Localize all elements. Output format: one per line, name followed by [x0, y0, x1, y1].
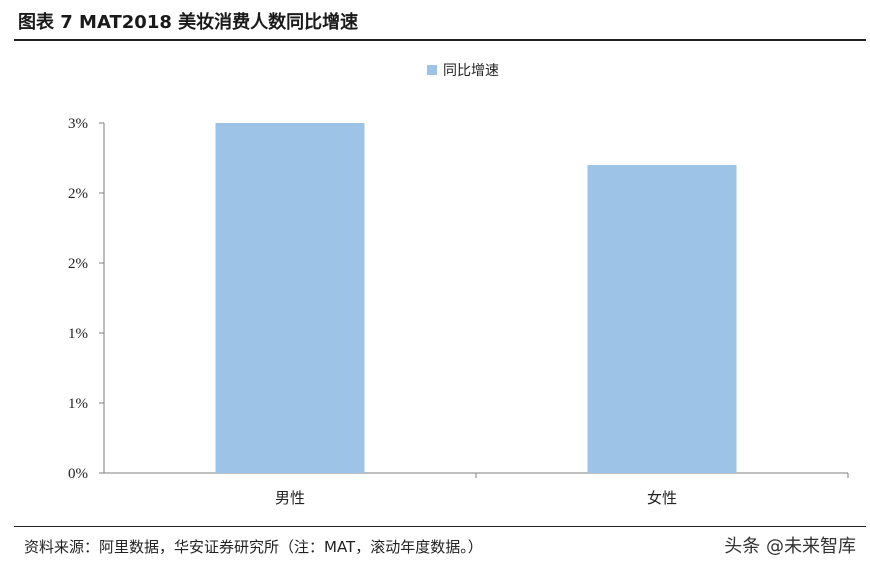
- x-tick-label: 女性: [647, 489, 677, 507]
- y-tick-label: 3%: [68, 116, 88, 132]
- chart-bars: [215, 123, 737, 473]
- chart-legend: 同比增速: [427, 63, 499, 79]
- y-tick-label: 2%: [68, 186, 88, 202]
- y-tick-label: 0%: [68, 466, 88, 482]
- legend-label: 同比增速: [443, 63, 499, 79]
- watermark-text: 头条 @未来智库: [724, 536, 856, 557]
- chart-ticks: 0% 1% 1% 2% 2% 3%: [68, 116, 104, 482]
- legend-swatch: [427, 65, 437, 75]
- bar: [587, 165, 737, 473]
- y-tick-label: 1%: [68, 396, 88, 412]
- figure-title: 图表 7 MAT2018 美妆消费人数同比增速: [18, 12, 359, 33]
- bar: [215, 123, 365, 473]
- x-tick-label: 男性: [275, 489, 305, 507]
- chart-x-labels: 男性 女性: [275, 473, 849, 507]
- y-tick-label: 1%: [68, 326, 88, 342]
- source-rule: [14, 526, 866, 527]
- y-tick-label: 2%: [68, 256, 88, 272]
- title-rule: [14, 39, 866, 41]
- source-note: 资料来源：阿里数据，华安证券研究所（注：MAT，滚动年度数据。）: [24, 538, 483, 556]
